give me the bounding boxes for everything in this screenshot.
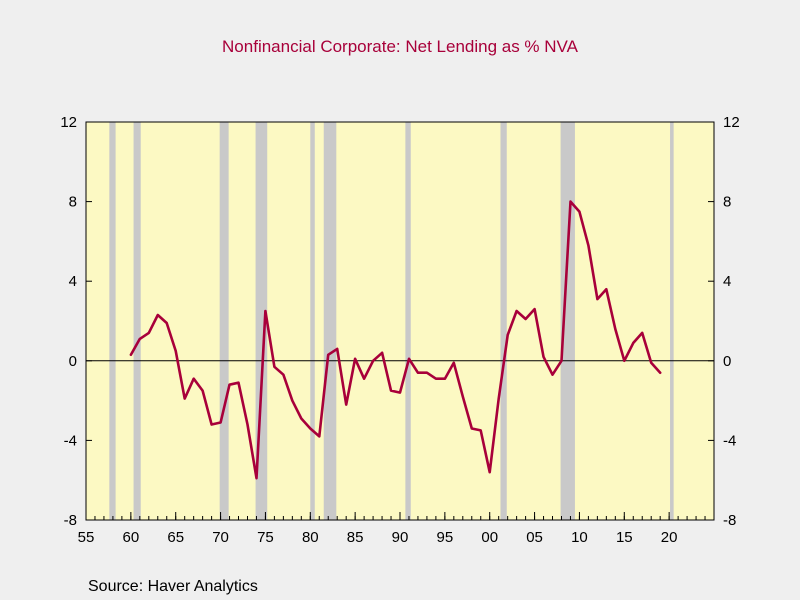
x-tick-label: 75	[257, 529, 274, 546]
series-line	[129, 200, 662, 480]
x-tick-label: 90	[392, 529, 409, 546]
y-tick-label-right: 8	[723, 194, 731, 211]
recession-band-1	[133, 122, 141, 520]
x-tick-label: 70	[212, 529, 229, 546]
y-tick-label-left: 8	[69, 194, 77, 211]
y-tick-label-right: -8	[723, 512, 736, 529]
y-tick-label-right: 12	[723, 114, 740, 131]
recession-band-2	[219, 122, 229, 520]
y-tick-label-left: 0	[69, 353, 77, 370]
y-tick-label-left: 12	[60, 114, 77, 131]
x-tick-label: 05	[526, 529, 543, 546]
x-tick-label: 60	[123, 529, 140, 546]
recession-band-3	[255, 122, 268, 520]
recession-band-4	[310, 122, 315, 520]
y-tick-label-left: -4	[64, 432, 77, 449]
chart-title: Nonfinancial Corporate: Net Lending as %…	[222, 37, 578, 56]
x-tick-label: 80	[302, 529, 319, 546]
recession-band-7	[500, 122, 507, 520]
axis-ticks: 12 128 84 40 0-4 -4-8 -855 60 65 70 75 80 85 90 95 00 05…	[60, 114, 739, 546]
x-tick-label: 15	[616, 529, 633, 546]
recession-band-0	[109, 122, 116, 520]
y-tick-label-right: -4	[723, 432, 736, 449]
y-tick-label-left: -8	[64, 512, 77, 529]
y-tick-label-left: 4	[69, 273, 77, 290]
y-tick-label-right: 0	[723, 353, 731, 370]
x-tick-label: 55	[78, 529, 95, 546]
recession-band-8	[560, 122, 575, 520]
source-note: Source: Haver Analytics	[88, 578, 258, 595]
x-tick-label: 85	[347, 529, 364, 546]
x-tick-label: 95	[437, 529, 454, 546]
recession-band-6	[405, 122, 411, 520]
x-tick-label: 10	[571, 529, 588, 546]
x-tick-label: 20	[661, 529, 678, 546]
x-tick-label: 00	[481, 529, 498, 546]
recession-bands	[109, 122, 674, 520]
y-tick-label-right: 4	[723, 273, 731, 290]
x-tick-label: 65	[167, 529, 184, 546]
recession-band-5	[323, 122, 337, 520]
plot-area	[86, 122, 714, 520]
recession-band-9	[670, 122, 674, 520]
